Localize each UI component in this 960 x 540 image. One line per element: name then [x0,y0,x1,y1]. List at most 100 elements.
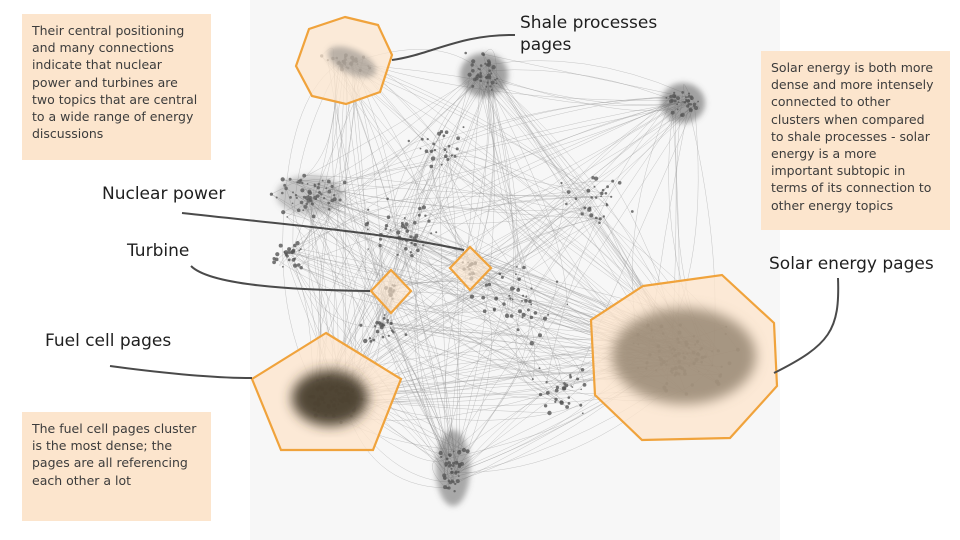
graph-edge [300,138,423,250]
graph-edge [487,60,683,93]
graph-node [442,134,446,138]
graph-node [529,315,534,320]
graph-node [571,386,574,388]
graph-node [589,213,594,218]
graph-node [590,196,593,199]
graph-node [281,210,286,215]
graph-node [420,137,424,141]
graph-node [525,295,528,298]
graph-node [570,385,572,387]
graph-node [413,242,417,247]
graph-edge [283,211,549,315]
graph-node [494,296,498,301]
graph-node [594,176,599,181]
graph-node [299,248,302,251]
graph-node [574,197,578,201]
graph-edge [446,413,583,460]
graph-edge [310,199,568,305]
graph-node [588,206,592,210]
graph-node [291,249,296,254]
graph-edge [382,244,416,326]
graph-node [600,191,604,196]
graph-node [591,176,595,180]
graph-node [407,139,410,143]
graph-node [430,156,436,161]
graph-node [569,373,572,377]
graph-edge [377,322,567,386]
graph-node [543,404,548,408]
graph-edge [471,96,692,279]
graph-node [504,313,510,318]
graph-edge [341,69,532,344]
note-fuel-cell: The fuel cell pages cluster is the most … [22,412,211,521]
graph-node [287,250,291,254]
graph-node [342,180,347,185]
upper-center-cluster-mass [460,53,508,97]
graph-edge [405,79,476,249]
graph-node [287,247,292,252]
graph-node [296,263,301,267]
graph-node [368,337,372,340]
graph-node [469,294,475,299]
graph-node [617,181,622,185]
graph-node [450,154,454,157]
graph-node [509,286,515,291]
graph-edge [525,190,589,301]
graph-node [412,236,417,241]
graph-node [424,214,427,217]
graph-node [562,386,567,391]
graph-edge [285,252,447,460]
graph-node [367,228,369,231]
graph-node [594,216,598,220]
graph-edge [415,239,461,463]
graph-node [555,280,559,283]
graph-edge [336,57,450,488]
graph-node [580,388,582,391]
graph-node [286,216,289,218]
graph-node [293,243,297,248]
label-shale-processes: Shale processes pages [520,13,658,55]
graph-node [386,215,391,219]
graph-node [280,177,285,182]
graph-node [516,266,518,268]
graph-node [455,147,459,151]
graph-edge [519,182,564,280]
graph-node [404,226,408,230]
note-central-topics: Their central positioning and many conne… [22,14,211,160]
graph-edge [329,209,463,266]
graph-node [500,275,504,279]
graph-node [375,321,379,325]
graph-node [580,368,585,372]
graph-node [554,388,559,393]
graph-node [538,392,543,397]
graph-node [555,385,560,390]
graph-edge [393,197,592,291]
graph-edge [467,297,492,452]
graph-node [515,273,517,276]
graph-node [530,287,533,290]
graph-edge [448,145,600,223]
graph-node [604,192,608,195]
graph-node [416,248,420,253]
graph-edge [342,110,691,403]
label-fuel-cell: Fuel cell pages [45,331,172,351]
leader-shale [391,33,516,61]
graph-edge [380,100,688,240]
graph-node [516,328,520,332]
graph-node [602,215,605,218]
graph-edge [515,310,562,403]
graph-node [272,260,276,265]
graph-node [433,148,437,152]
graph-node [484,283,489,287]
graph-node [498,272,502,276]
nuclear-power-highlight [448,245,493,292]
graph-node [429,164,434,169]
graph-node [611,179,615,183]
graph-node [600,195,602,198]
label-turbine: Turbine [127,241,190,261]
graph-node [311,214,316,219]
graph-node [429,149,434,153]
graph-node [565,405,569,409]
graph-node [446,158,450,161]
graph-edge [411,255,557,400]
